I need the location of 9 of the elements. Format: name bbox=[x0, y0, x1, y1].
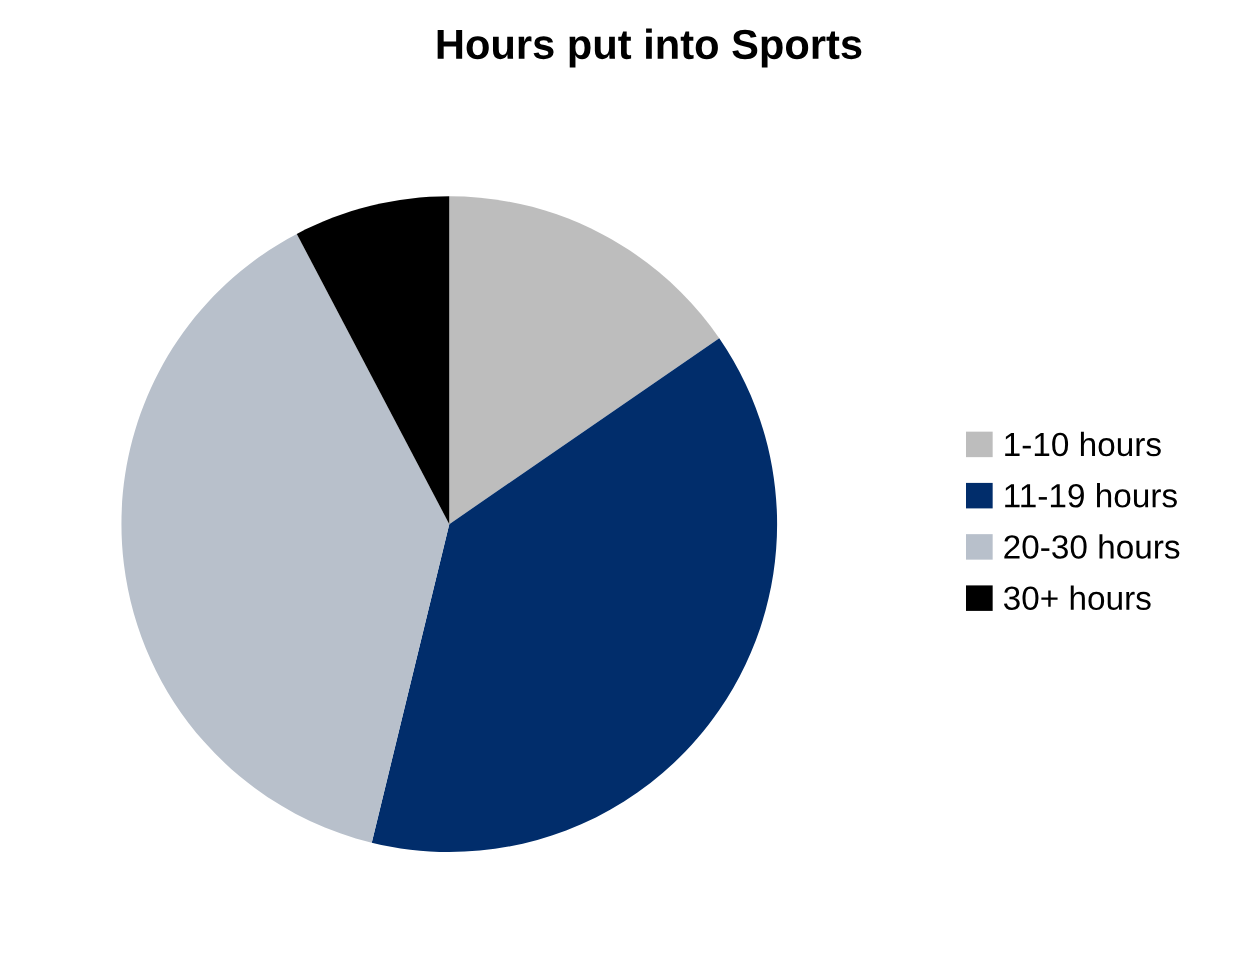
pie-slice bbox=[121, 233, 450, 843]
legend-label: 30+ hours bbox=[1003, 585, 1151, 611]
pie-slice bbox=[449, 196, 720, 525]
pie-slice bbox=[296, 196, 450, 525]
chart-title: Hours put into Sports bbox=[437, 28, 862, 68]
legend-label: 1-10 hours bbox=[1005, 431, 1161, 457]
pie-slice bbox=[371, 338, 778, 852]
legend-label: 20-30 hours bbox=[1004, 534, 1180, 559]
legend-label: 11-19 hours bbox=[1005, 483, 1177, 508]
